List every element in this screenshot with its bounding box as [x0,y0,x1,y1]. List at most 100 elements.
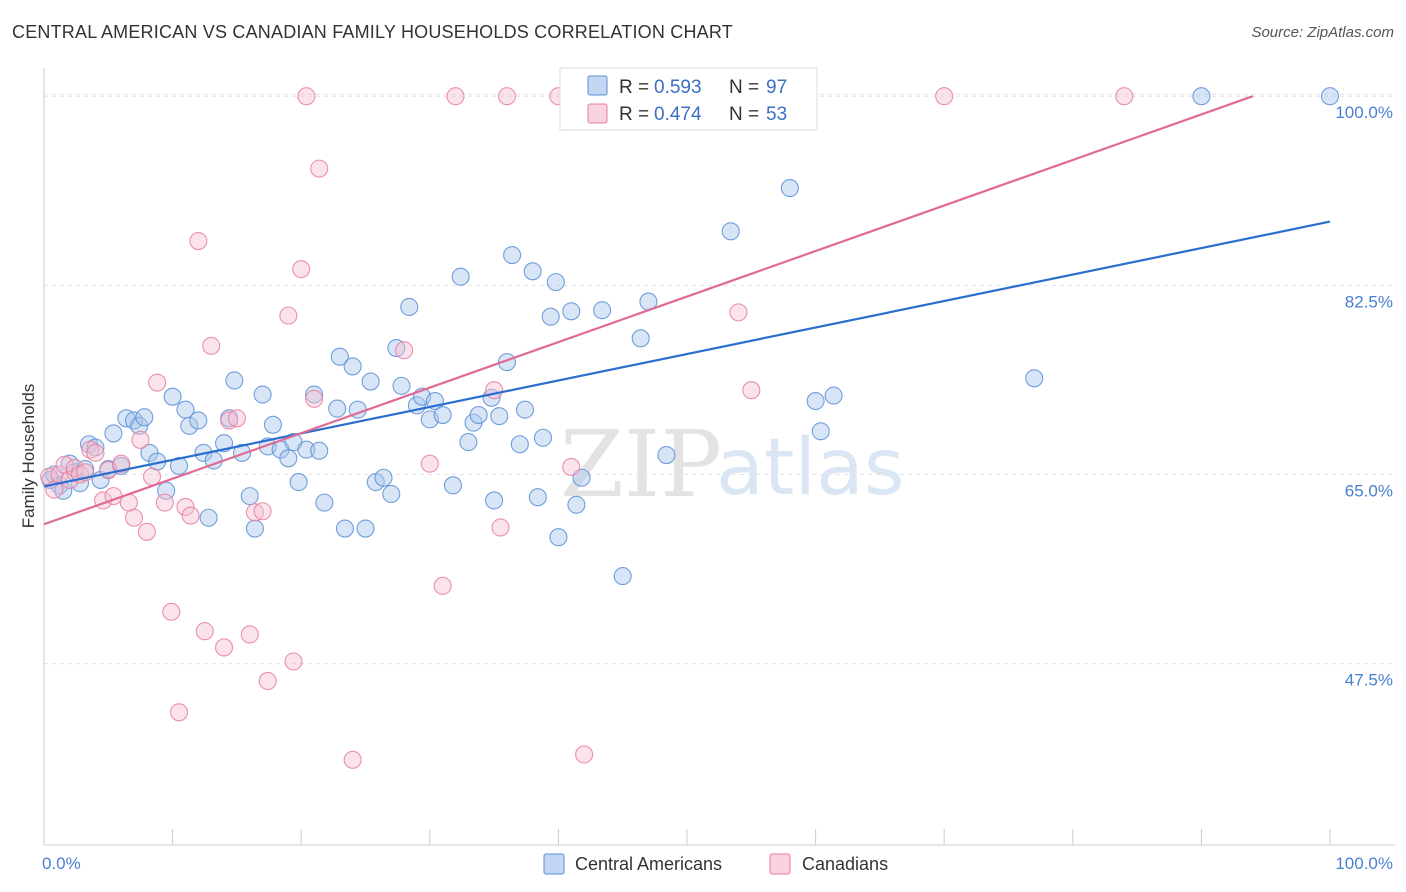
data-point [780,179,799,198]
series-canadians-points [40,87,1134,769]
data-point [515,400,535,419]
data-point [297,87,316,106]
data-point [657,446,676,465]
data-point [490,407,509,426]
data-point [289,473,308,492]
data-point [469,406,488,425]
series-legend-canadians: Canadians [802,854,888,874]
series-central-americans-points [41,87,1340,586]
data-point [935,87,954,106]
x-tick-label-max: 100.0% [1335,854,1393,873]
data-point [263,415,282,434]
data-point [491,518,510,537]
legend-swatch-central-americans [587,75,608,96]
y-tick-label: 100.0% [1335,103,1393,122]
watermark-zip: ZIP [560,411,722,518]
data-point [199,508,218,527]
data-point [382,484,401,504]
data-point [420,454,439,473]
data-point [433,406,452,425]
data-point [135,408,154,427]
data-point [631,329,650,348]
data-point [361,372,380,391]
data-point [253,385,272,404]
data-point [240,625,259,644]
series-legend-central-americans: Central Americans [575,854,722,874]
data-point [510,435,529,454]
x-ticks [43,829,1331,845]
data-point [155,493,174,512]
data-point [721,222,740,241]
series-legend-swatch-central-americans [543,853,565,875]
data-point [253,502,272,521]
data-point [315,493,334,512]
data-point [310,159,329,178]
data-point [189,411,208,430]
chart-title: CENTRAL AMERICAN VS CANADIAN FAMILY HOUS… [12,22,733,42]
data-point [148,373,167,392]
series-legend-swatch-canadians [769,853,791,875]
x-tick-label-min: 0.0% [42,854,81,873]
trend-line-canadians [43,95,1254,526]
data-point [240,487,259,506]
data-point [729,303,748,322]
data-point [305,389,324,408]
data-point [562,457,581,476]
data-point [811,422,830,441]
data-point [163,387,182,406]
data-point [124,508,144,527]
data-point [162,602,181,621]
data-point [528,488,547,507]
data-point [549,528,568,547]
data-point [245,519,264,538]
data-point [562,302,581,321]
legend-r-value-1: 0.593 [654,77,702,98]
data-point [104,424,123,443]
legend-n-value-1: 97 [766,77,787,98]
data-point [335,519,354,538]
data-point [189,231,208,251]
legend-n-label-2: N = [729,104,759,125]
y-tick-labels: 47.5% 65.0% 82.5% 100.0% [1335,103,1393,689]
data-point [395,341,414,360]
data-point [343,357,362,376]
data-point [356,519,375,538]
data-point [533,428,553,447]
data-point [124,411,144,430]
legend-r-label-1: R = [619,77,649,98]
data-point [443,476,462,495]
y-tick-label: 65.0% [1345,482,1393,501]
data-point [284,652,303,671]
data-point [400,297,419,317]
data-point [86,443,105,462]
watermark-atlas: atlas [716,423,905,513]
data-point [374,468,393,487]
trend-line-central-americans [43,220,1331,488]
data-point [433,576,452,595]
data-point [459,433,478,452]
data-point [232,443,252,462]
data-point [112,454,131,473]
data-point [169,456,189,475]
data-point [310,441,329,460]
correlation-legend: R = 0.593 N = 97 R = 0.474 N = 53 [559,67,818,131]
data-point [131,430,150,449]
data-point [392,376,411,395]
data-point [593,301,612,320]
data-point [451,267,470,286]
data-point [742,381,761,400]
data-point [497,87,517,106]
data-point [180,416,199,435]
data-point [343,750,362,769]
data-point [1115,87,1134,106]
legend-r-label-2: R = [619,104,649,125]
data-point [806,391,825,411]
data-point [214,638,234,657]
data-point [305,385,324,404]
data-point [328,399,347,418]
data-point [142,467,162,486]
data-point [567,495,586,514]
y-tick-label: 47.5% [1345,671,1393,690]
data-point [297,440,316,459]
